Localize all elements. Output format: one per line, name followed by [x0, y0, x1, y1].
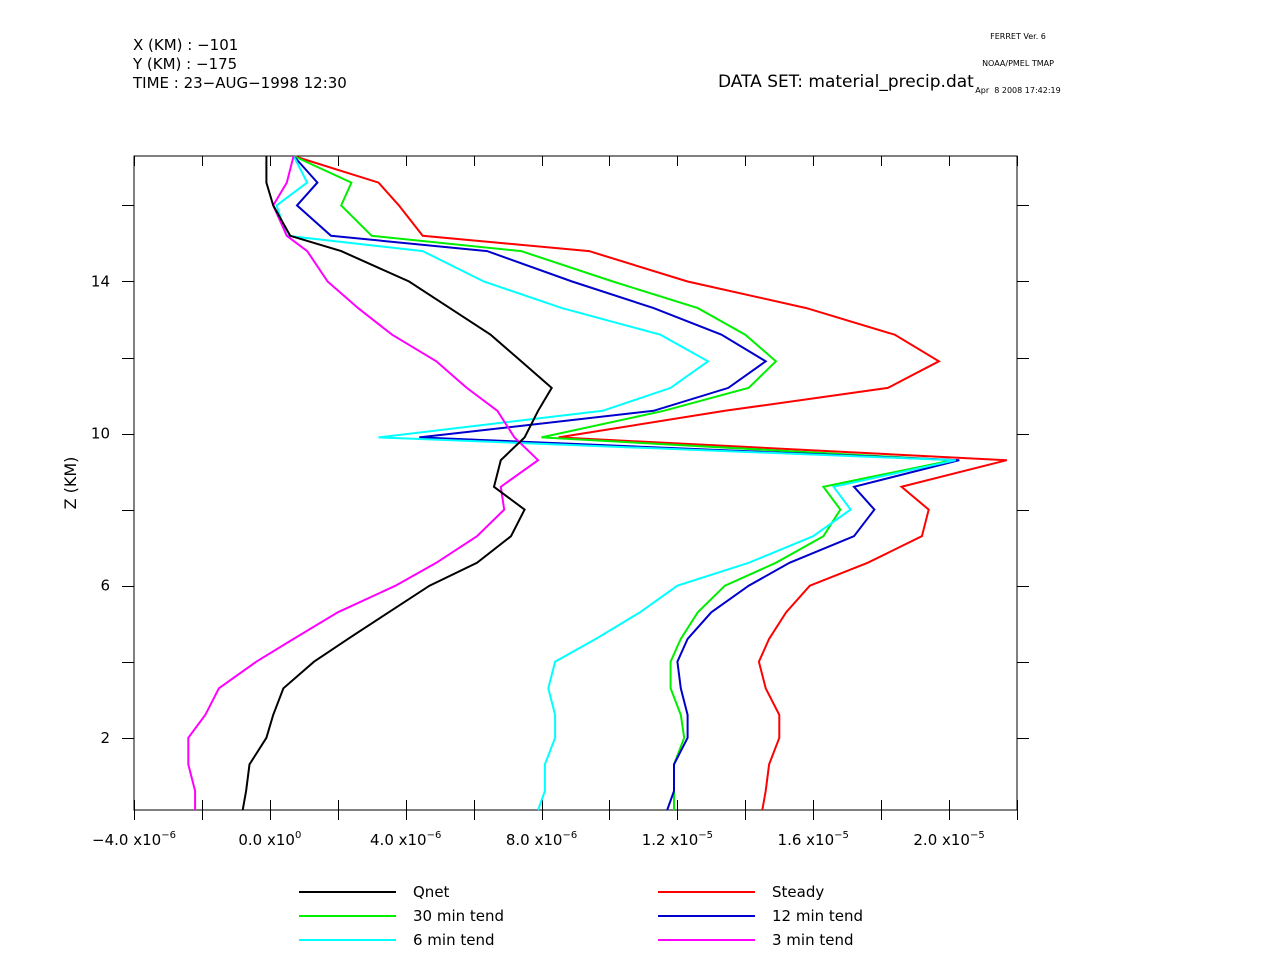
x-tick-label: −4.0 x10−6 — [92, 830, 176, 849]
x-tick-label: 8.0 x10−6 — [506, 830, 577, 849]
series-line-6-min-tend — [275, 155, 957, 811]
legend-label: Qnet — [413, 883, 450, 901]
x-tick-base: 0.0 x10 — [238, 831, 295, 849]
legend-label: Steady — [772, 883, 824, 901]
ferret-org: NOAA/PMEL TMAP — [982, 59, 1054, 68]
x-tick-label: 2.0 x10−5 — [913, 830, 984, 849]
x-tick-label: 4.0 x10−6 — [370, 830, 441, 849]
x-tick-base: 2.0 x10 — [913, 831, 970, 849]
x-tick-base: 8.0 x10 — [506, 831, 563, 849]
series-line-qnet — [241, 156, 553, 811]
series-line-12-min-tend — [292, 155, 960, 811]
x-tick-label: 1.2 x10−5 — [642, 830, 713, 849]
y-axis-label: Z (KM) — [61, 457, 80, 510]
y-tick-label: 6 — [100, 577, 110, 595]
y-tick-label: 2 — [100, 729, 110, 747]
y-location-label: Y (KM) : −175 — [133, 55, 238, 73]
x-tick-exponent: −5 — [834, 830, 849, 841]
series-line-30-min-tend — [293, 155, 953, 810]
x-tick-label: 0.0 x100 — [238, 830, 301, 849]
x-tick-exponent: 0 — [295, 830, 301, 841]
legend-label: 3 min tend — [772, 931, 854, 949]
legend-label: 12 min tend — [772, 907, 863, 925]
ferret-date: Apr 8 2008 17:42:19 — [975, 86, 1061, 95]
x-tick-base: 1.6 x10 — [778, 831, 835, 849]
legend-label: 6 min tend — [413, 931, 495, 949]
x-tick-exponent: −5 — [970, 830, 985, 841]
x-tick-exponent: −6 — [562, 830, 577, 841]
x-tick-exponent: −6 — [427, 830, 442, 841]
x-location-label: X (KM) : −101 — [133, 36, 239, 54]
series-line-steady — [293, 155, 1008, 811]
plot-frame — [133, 155, 1018, 811]
x-tick-base: −4.0 x10 — [92, 831, 161, 849]
ferret-version: FERRET Ver. 6 — [990, 32, 1046, 41]
x-tick-base: 4.0 x10 — [370, 831, 427, 849]
dataset-label: DATA SET: material_precip.dat — [718, 72, 974, 92]
legend-label: 30 min tend — [413, 907, 504, 925]
ferret-stamp: FERRET Ver. 6 NOAA/PMEL TMAP Apr 8 2008 … — [950, 14, 1086, 104]
x-tick-exponent: −6 — [161, 830, 176, 841]
time-label: TIME : 23−AUG−1998 12:30 — [133, 74, 347, 92]
x-tick-exponent: −5 — [698, 830, 713, 841]
x-tick-label: 1.6 x10−5 — [778, 830, 849, 849]
x-tick-base: 1.2 x10 — [642, 831, 699, 849]
series-line-3-min-tend — [187, 155, 540, 810]
y-tick-label: 14 — [91, 272, 110, 290]
y-tick-label: 10 — [91, 425, 110, 443]
